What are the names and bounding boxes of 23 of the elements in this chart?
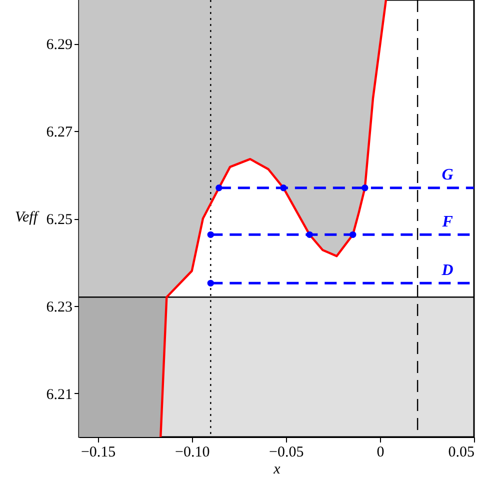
- y-tick-label: 6.23: [46, 299, 72, 316]
- annotation: F: [441, 213, 454, 230]
- y-tick-label: 6.25: [46, 212, 72, 228]
- point: [216, 184, 222, 192]
- x-tick-label: 0: [376, 444, 384, 460]
- point: [306, 231, 313, 238]
- x-tick-label: 0.05: [448, 444, 474, 460]
- y-tick-label: 6.29: [46, 37, 72, 54]
- point: [207, 231, 214, 238]
- point: [362, 184, 368, 192]
- y-axis-title: Veff: [15, 210, 40, 226]
- y-tick-label: 6.21: [46, 386, 72, 403]
- y-tick-label: 6.27: [46, 124, 73, 141]
- point: [350, 231, 356, 238]
- x-tick-label: −0.15: [80, 444, 116, 460]
- x-axis-title: x: [272, 462, 281, 478]
- point: [207, 280, 214, 287]
- point: [280, 184, 287, 192]
- annotation: D: [440, 262, 454, 279]
- x-tick-label: −0.05: [269, 444, 304, 460]
- x-tick-label: −0.10: [175, 444, 210, 460]
- annotation: G: [442, 166, 454, 184]
- line-series: [160, 0, 388, 437]
